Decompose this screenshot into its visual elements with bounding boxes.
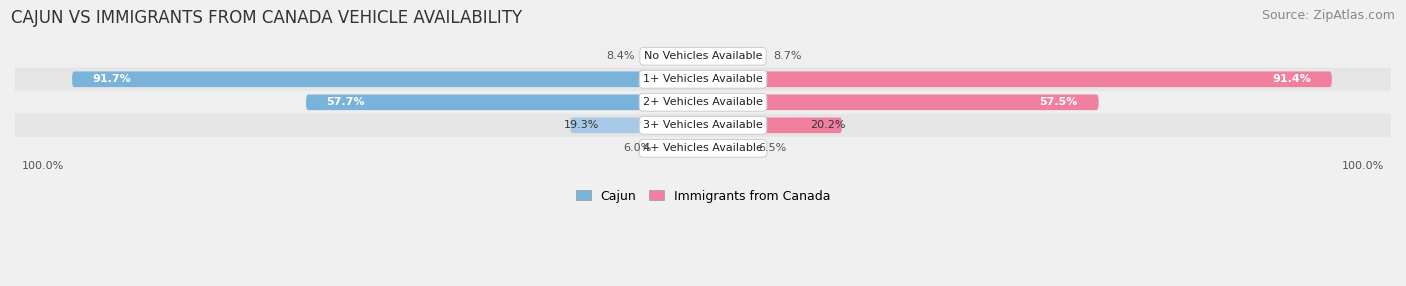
FancyBboxPatch shape bbox=[703, 140, 748, 156]
Text: 91.4%: 91.4% bbox=[1272, 74, 1312, 84]
Text: 57.5%: 57.5% bbox=[1039, 97, 1078, 107]
Text: 6.0%: 6.0% bbox=[623, 143, 651, 153]
Text: 20.2%: 20.2% bbox=[810, 120, 845, 130]
Legend: Cajun, Immigrants from Canada: Cajun, Immigrants from Canada bbox=[571, 184, 835, 208]
FancyBboxPatch shape bbox=[307, 94, 703, 110]
Text: 8.4%: 8.4% bbox=[606, 51, 636, 61]
FancyBboxPatch shape bbox=[703, 118, 842, 133]
Text: 91.7%: 91.7% bbox=[93, 74, 132, 84]
Text: No Vehicles Available: No Vehicles Available bbox=[644, 51, 762, 61]
Text: 8.7%: 8.7% bbox=[773, 51, 801, 61]
FancyBboxPatch shape bbox=[703, 94, 1098, 110]
FancyBboxPatch shape bbox=[571, 118, 703, 133]
FancyBboxPatch shape bbox=[72, 72, 703, 87]
Text: 57.7%: 57.7% bbox=[326, 97, 366, 107]
Text: 100.0%: 100.0% bbox=[1341, 161, 1384, 171]
Text: 4+ Vehicles Available: 4+ Vehicles Available bbox=[643, 143, 763, 153]
Text: Source: ZipAtlas.com: Source: ZipAtlas.com bbox=[1261, 9, 1395, 21]
FancyBboxPatch shape bbox=[15, 91, 1391, 114]
Text: 6.5%: 6.5% bbox=[758, 143, 786, 153]
FancyBboxPatch shape bbox=[15, 45, 1391, 68]
Text: 2+ Vehicles Available: 2+ Vehicles Available bbox=[643, 97, 763, 107]
FancyBboxPatch shape bbox=[703, 72, 1331, 87]
Text: 3+ Vehicles Available: 3+ Vehicles Available bbox=[643, 120, 763, 130]
FancyBboxPatch shape bbox=[645, 48, 703, 64]
FancyBboxPatch shape bbox=[15, 137, 1391, 160]
FancyBboxPatch shape bbox=[703, 48, 763, 64]
FancyBboxPatch shape bbox=[15, 114, 1391, 137]
Text: 100.0%: 100.0% bbox=[22, 161, 65, 171]
FancyBboxPatch shape bbox=[662, 140, 703, 156]
Text: CAJUN VS IMMIGRANTS FROM CANADA VEHICLE AVAILABILITY: CAJUN VS IMMIGRANTS FROM CANADA VEHICLE … bbox=[11, 9, 523, 27]
FancyBboxPatch shape bbox=[15, 68, 1391, 91]
Text: 19.3%: 19.3% bbox=[564, 120, 599, 130]
Text: 1+ Vehicles Available: 1+ Vehicles Available bbox=[643, 74, 763, 84]
